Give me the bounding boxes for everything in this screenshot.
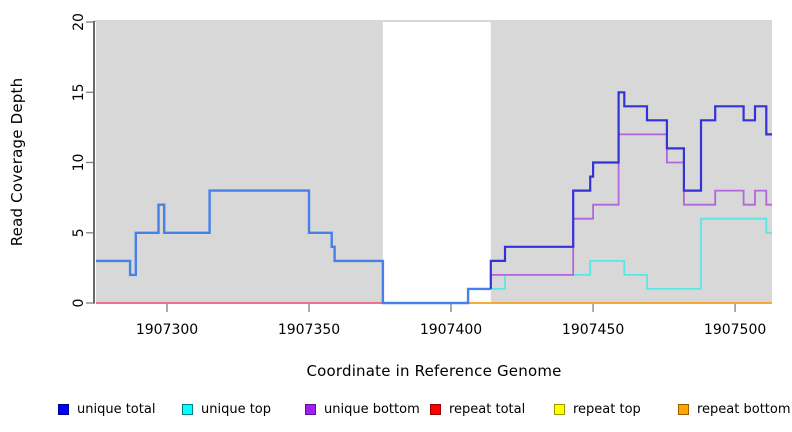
legend-item-repeat-top: repeat top <box>554 401 641 417</box>
legend-swatch-unique-bottom <box>305 403 316 415</box>
legend-label: repeat top <box>573 401 641 417</box>
legend-swatch-repeat-top <box>554 403 565 415</box>
legend-label: repeat bottom <box>697 401 791 417</box>
legend-swatch-repeat-total <box>430 403 441 415</box>
x-tick-label: 1907350 <box>278 322 340 338</box>
y-axis-title: Read Coverage Depth <box>8 77 26 247</box>
x-tick-label: 1907450 <box>562 322 624 338</box>
legend-item-unique-total: unique total <box>58 401 155 417</box>
legend-label: unique total <box>77 401 156 417</box>
x-tick-label: 1907400 <box>420 322 482 338</box>
legend-label: unique bottom <box>324 401 420 417</box>
x-tick-label: 1907500 <box>704 322 766 338</box>
legend-item-unique-top: unique top <box>182 401 271 417</box>
series-line-unique-total <box>489 91 772 289</box>
x-axis-title: Coordinate in Reference Genome <box>306 362 562 380</box>
series-line-unique-total-left-overlap <box>96 189 491 305</box>
legend-swatch-repeat-bottom <box>678 403 689 415</box>
plot-area: 1907300 1907350 1907400 1907450 1907500 0 5 10 1… <box>71 13 772 338</box>
y-tick-label: 5 <box>71 228 87 237</box>
y-tick-label: 10 <box>71 154 87 172</box>
y-tick-label: 0 <box>71 299 87 308</box>
legend-item-repeat-bottom: repeat bottom <box>678 401 791 417</box>
legend-swatch-unique-total <box>58 403 69 415</box>
x-tick-label: 1907300 <box>136 322 198 338</box>
legend-item-repeat-total: repeat total <box>430 401 525 417</box>
legend-label: unique top <box>201 401 272 417</box>
y-tick-label: 15 <box>71 83 87 101</box>
legend-item-unique-bottom: unique bottom <box>305 401 420 417</box>
coverage-region-band <box>490 22 772 303</box>
legend-swatch-unique-top <box>182 403 193 415</box>
legend-label: repeat total <box>449 401 526 417</box>
y-tick-label: 20 <box>71 13 87 31</box>
